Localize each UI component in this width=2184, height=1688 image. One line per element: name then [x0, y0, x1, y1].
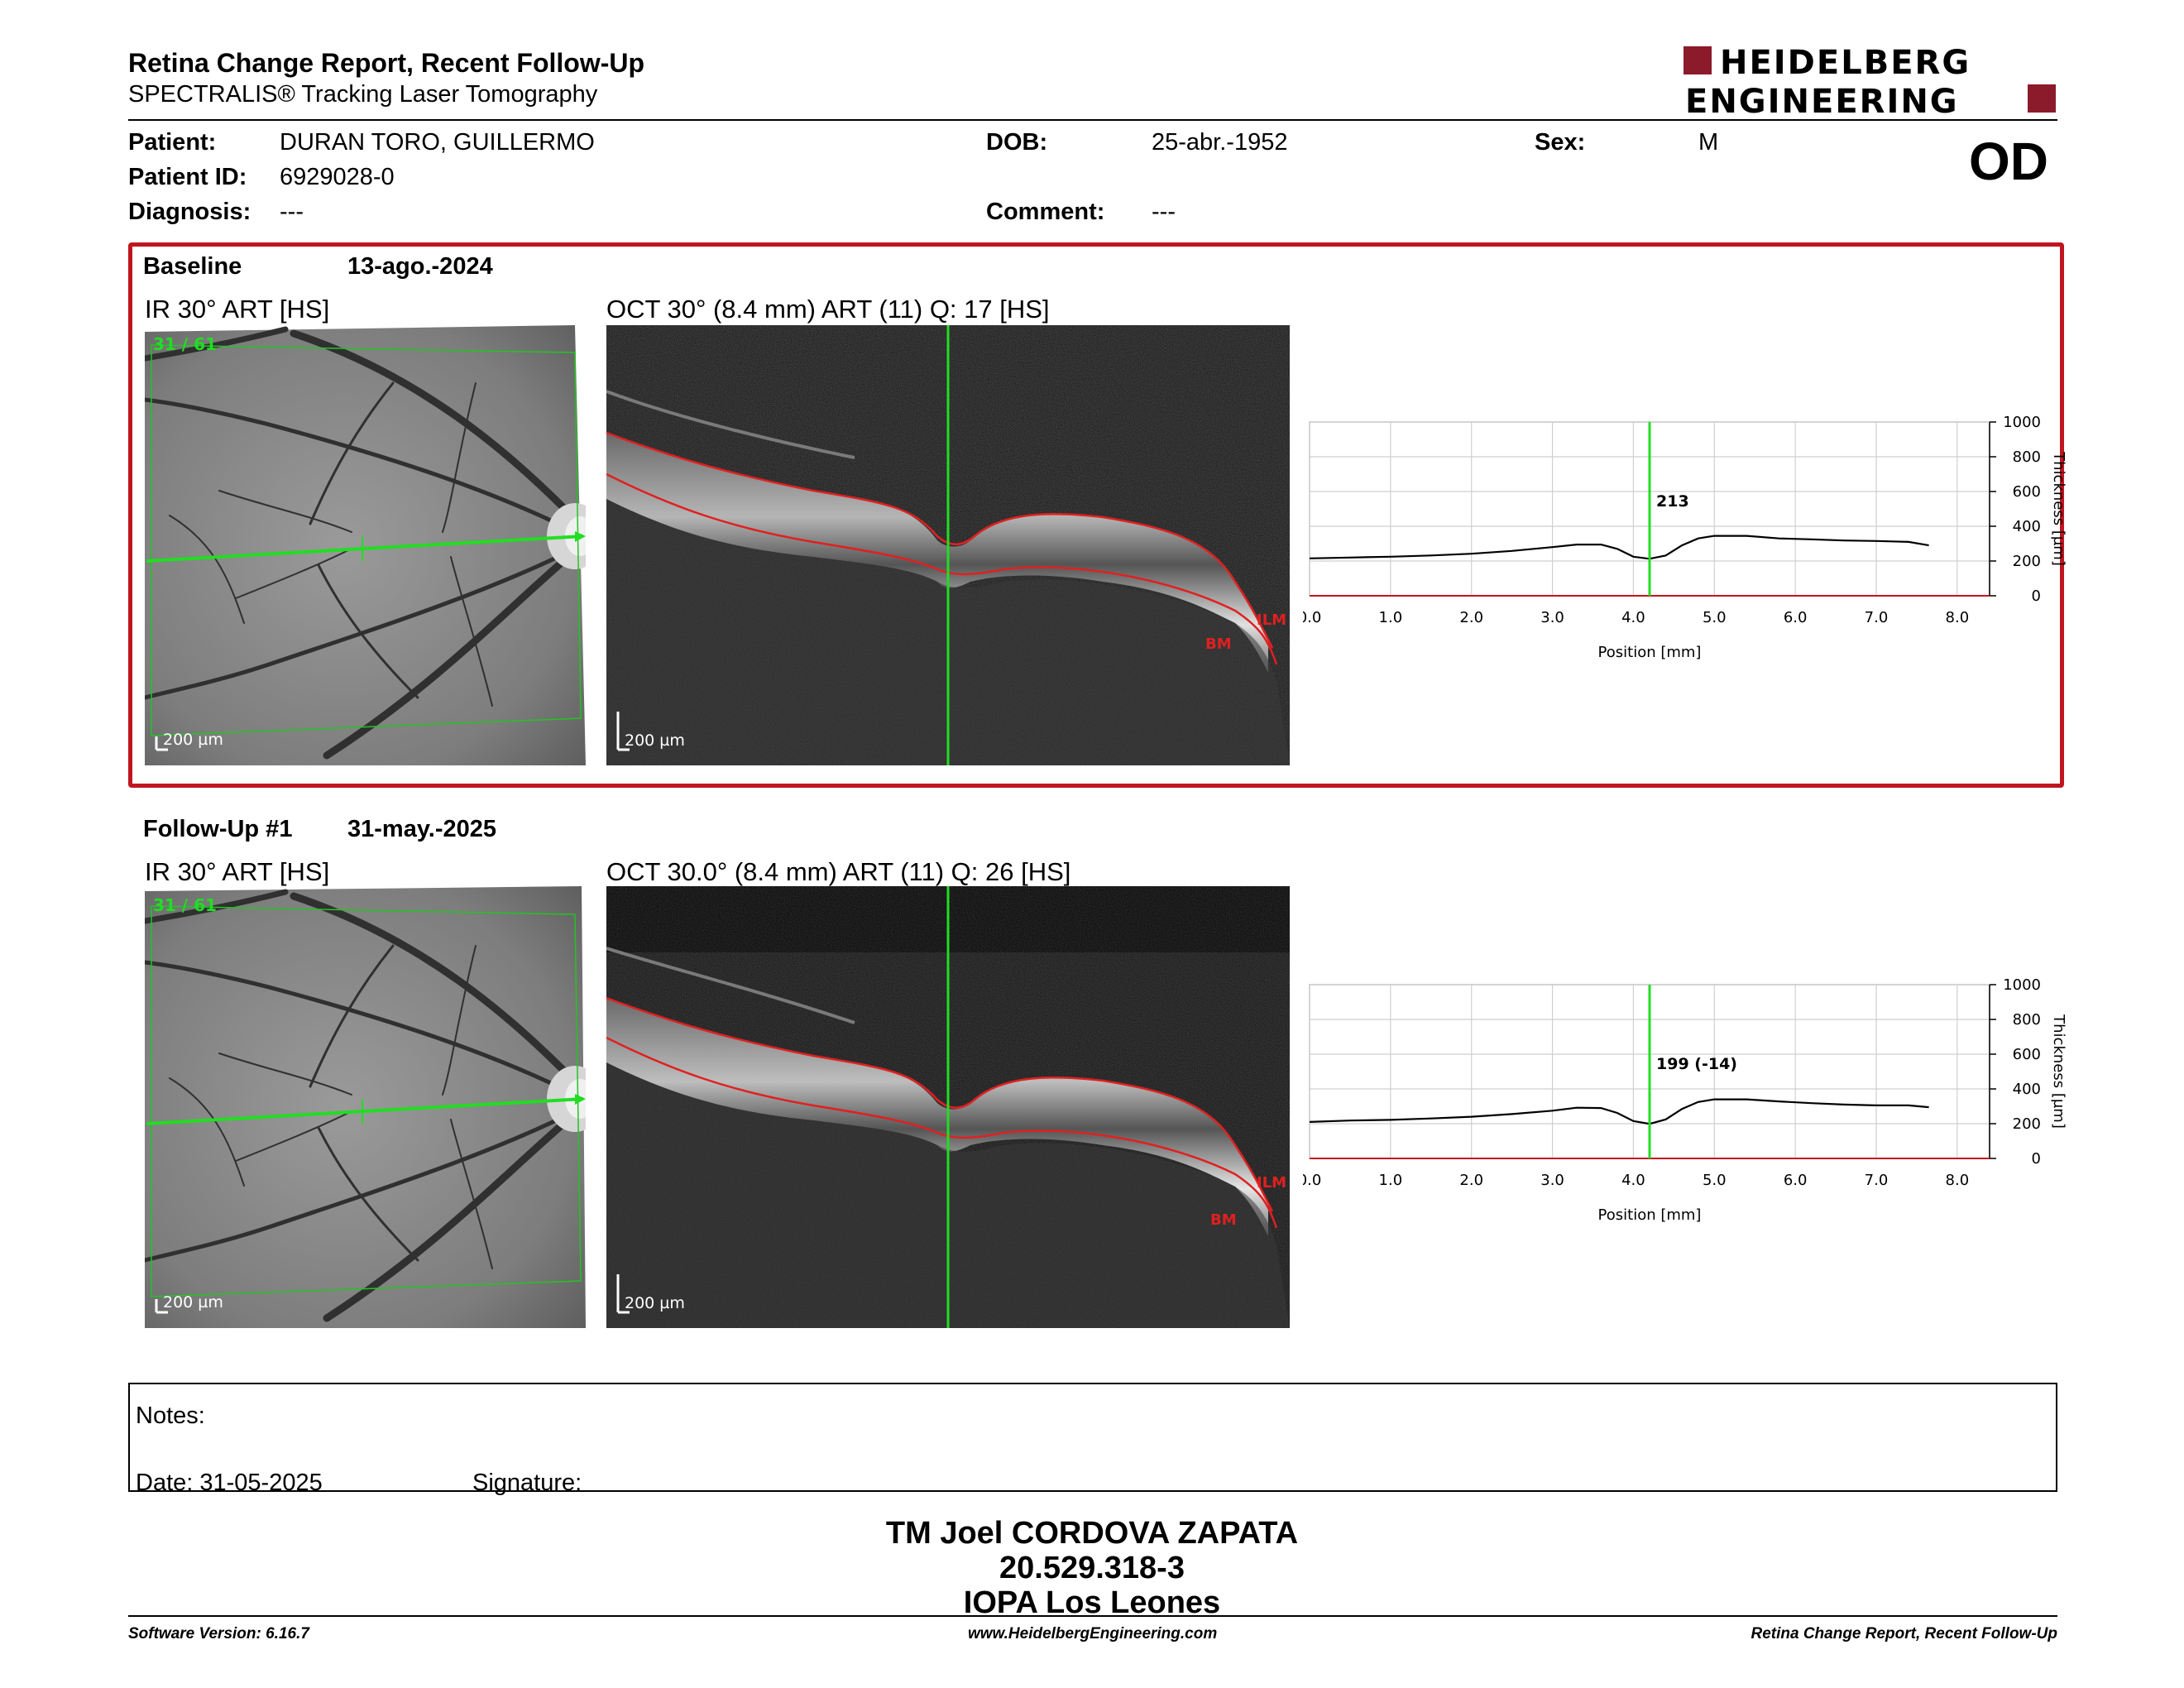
signer-name: TM Joel CORDOVA ZAPATA	[885, 1516, 1299, 1551]
dob-value: 25-abr.-1952	[1152, 129, 1288, 156]
y-tick-label: 1000	[2003, 414, 2041, 431]
x-tick-label: 8.0	[1946, 1172, 1970, 1189]
x-tick-label: 7.0	[1865, 609, 1889, 626]
report-subtitle: SPECTRALIS® Tracking Laser Tomography	[128, 81, 598, 108]
header-divider	[128, 119, 2057, 121]
followup-slice-counter: 31 / 61	[153, 895, 217, 915]
followup-ilm-label: ILM	[1257, 1174, 1286, 1192]
baseline-oct-image[interactable]: ILM BM 200 µm	[606, 325, 1290, 765]
x-tick-label: 4.0	[1621, 609, 1645, 626]
baseline-frame	[128, 242, 2064, 788]
x-tick-label: 6.0	[1784, 1172, 1808, 1189]
sex-label: Sex:	[1535, 129, 1586, 156]
x-axis-title: Position [mm]	[1598, 1206, 1702, 1224]
heidelberg-logo: HEIDELBERG ENGINEERING	[1684, 44, 2057, 121]
y-tick-label: 200	[2013, 553, 2041, 570]
followup-date: 31-may.-2025	[347, 816, 497, 842]
followup-ir-image[interactable]: 31 / 61 200 µm	[145, 886, 586, 1328]
followup-oct-title: OCT 30.0° (8.4 mm) ART (11) Q: 26 [HS]	[606, 857, 1071, 886]
y-tick-label: 0	[2032, 1150, 2041, 1168]
followup-oct-image[interactable]: ILM BM 200 µm	[606, 886, 1290, 1328]
y-axis-title: Thickness [µm]	[2050, 1014, 2067, 1129]
y-tick-label: 400	[2013, 1081, 2041, 1098]
logo-line2: ENGINEERING	[1685, 83, 1959, 116]
notes-date: Date: 31-05-2025	[136, 1470, 323, 1496]
x-axis-title: Position [mm]	[1598, 644, 1702, 661]
footer-report-name: Retina Change Report, Recent Follow-Up	[1751, 1625, 2057, 1642]
patient-label: Patient:	[128, 129, 217, 156]
y-tick-label: 600	[2013, 1046, 2041, 1063]
baseline-oct-title: OCT 30° (8.4 mm) ART (11) Q: 17 [HS]	[606, 295, 1050, 324]
baseline-ir-scale: 200 µm	[163, 731, 223, 749]
signer-id: 20.529.318-3	[999, 1551, 1185, 1585]
y-tick-label: 400	[2013, 518, 2041, 535]
comment-label: Comment:	[986, 199, 1105, 225]
baseline-ir-image[interactable]: 31 / 61 200 µm	[145, 325, 586, 765]
x-tick-label: 1.0	[1379, 609, 1403, 626]
x-tick-label: 8.0	[1946, 609, 1970, 626]
baseline-ir-title: IR 30° ART [HS]	[145, 295, 330, 324]
patient-id: 6929028-0	[280, 164, 395, 190]
y-tick-label: 1000	[2003, 976, 2041, 994]
patient-id-label: Patient ID:	[128, 164, 247, 190]
signer-institution: IOPA Los Leones	[963, 1585, 1221, 1620]
diagnosis-value: ---	[280, 199, 304, 225]
y-tick-label: 800	[2013, 448, 2041, 466]
y-tick-label: 0	[2032, 587, 2041, 605]
followup-bm-label: BM	[1210, 1211, 1237, 1229]
x-tick-label: 2.0	[1459, 1172, 1483, 1189]
baseline-slice-counter: 31 / 61	[153, 334, 217, 354]
signature-label: Signature:	[472, 1470, 582, 1496]
software-version: Software Version: 6.16.7	[128, 1625, 309, 1642]
x-tick-label: 7.0	[1865, 1172, 1889, 1189]
cursor-value-label: 213	[1656, 492, 1689, 511]
sex-value: M	[1698, 129, 1719, 156]
followup-ir-scale: 200 µm	[163, 1293, 223, 1312]
x-tick-label: 3.0	[1540, 1172, 1564, 1189]
followup-oct-scale: 200 µm	[625, 1294, 685, 1312]
followup-ir-title: IR 30° ART [HS]	[145, 857, 330, 886]
website-link[interactable]: www.HeidelbergEngineering.com	[968, 1625, 1218, 1642]
diagnosis-label: Diagnosis:	[128, 199, 251, 225]
x-tick-label: 2.0	[1459, 609, 1483, 626]
x-tick-label: 6.0	[1784, 609, 1808, 626]
x-tick-label: 5.0	[1703, 609, 1727, 626]
y-tick-label: 800	[2013, 1011, 2041, 1029]
y-axis-title: Thickness [µm]	[2050, 451, 2067, 566]
x-tick-label: 0.0	[1303, 609, 1321, 626]
y-tick-label: 200	[2013, 1115, 2041, 1133]
x-tick-label: 5.0	[1703, 1172, 1727, 1189]
cursor-value-label: 199 (-14)	[1656, 1055, 1737, 1073]
x-tick-label: 4.0	[1621, 1172, 1645, 1189]
baseline-oct-scale: 200 µm	[625, 731, 685, 750]
followup-label: Follow-Up #1	[143, 816, 293, 842]
notes-box[interactable]	[128, 1383, 2057, 1492]
report-title: Retina Change Report, Recent Follow-Up	[128, 48, 645, 78]
comment-value: ---	[1152, 199, 1176, 225]
logo-line1: HEIDELBERG	[1720, 46, 1971, 82]
followup-thickness-chart: 0.0 1.0 2.0 3.0 4.0 5.0 6.0 7.0 8.0 0 200 400 600 800…	[1298, 976, 2081, 1241]
baseline-date: 13-ago.-2024	[347, 253, 493, 280]
x-tick-label: 1.0	[1379, 1172, 1403, 1189]
dob-label: DOB:	[986, 129, 1048, 156]
y-tick-label: 600	[2013, 483, 2041, 501]
notes-label: Notes:	[136, 1403, 205, 1429]
x-tick-label: 0.0	[1303, 1172, 1321, 1189]
baseline-bm-label: BM	[1205, 635, 1232, 653]
baseline-label: Baseline	[143, 253, 242, 280]
baseline-ilm-label: ILM	[1257, 611, 1286, 629]
eye-indicator: OD	[1969, 132, 2048, 191]
patient-name: DURAN TORO, GUILLERMO	[280, 129, 595, 156]
baseline-thickness-chart: 0.0 1.0 2.0 3.0 4.0 5.0 6.0 7.0 8.0 0 200 400 600 800…	[1298, 414, 2081, 679]
x-tick-label: 3.0	[1540, 609, 1564, 626]
footer-divider	[128, 1615, 2057, 1617]
